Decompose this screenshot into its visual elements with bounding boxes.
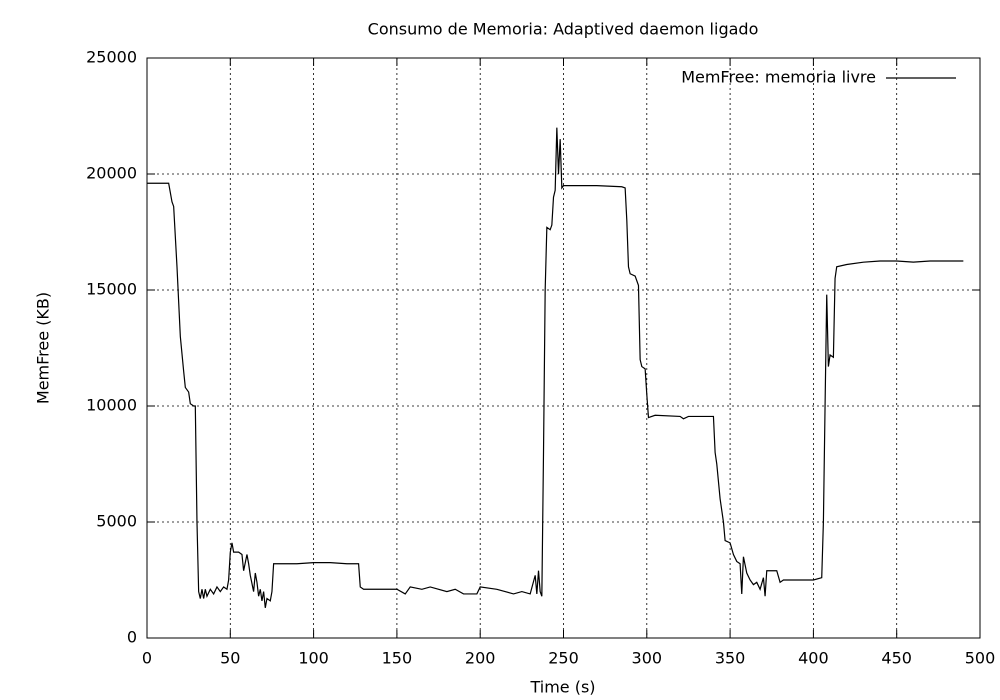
x-tick-label: 200 [465, 649, 496, 668]
y-tick-label: 25000 [86, 48, 137, 67]
y-axis-label: MemFree (KB) [34, 292, 53, 404]
y-tick-label: 20000 [86, 164, 137, 183]
x-tick-label: 300 [632, 649, 663, 668]
y-tick-label: 10000 [86, 396, 137, 415]
x-axis-label: Time (s) [529, 678, 595, 697]
x-tick-label: 350 [715, 649, 746, 668]
y-tick-label: 5000 [96, 512, 137, 531]
legend-label: MemFree: memoria livre [681, 68, 876, 87]
chart-title: Consumo de Memoria: Adaptived daemon lig… [368, 20, 759, 39]
data-line [147, 127, 964, 608]
x-tick-label: 450 [881, 649, 912, 668]
x-tick-label: 100 [298, 649, 329, 668]
x-tick-label: 400 [798, 649, 829, 668]
y-tick-label: 0 [127, 628, 137, 647]
x-tick-label: 50 [220, 649, 240, 668]
x-tick-label: 150 [382, 649, 413, 668]
y-tick-label: 15000 [86, 280, 137, 299]
x-tick-label: 0 [142, 649, 152, 668]
x-tick-label: 500 [965, 649, 996, 668]
x-tick-label: 250 [548, 649, 579, 668]
